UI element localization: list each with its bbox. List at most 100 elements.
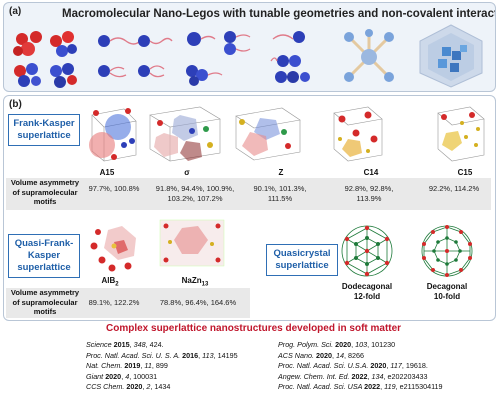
quasi-frank-kasper-label: Quasi-Frank-Kasper superlattice [8,234,80,278]
star-branched-icon [344,29,394,82]
fk-row-label: Volume asymmetry of supramolecular motif… [10,178,80,206]
panel-b: (b) Frank-Kasper superlattice [3,95,496,321]
reference-separator: , [121,371,126,381]
reference-volume: 4 [125,371,130,381]
reference-volume: 113 [202,350,214,360]
decagonal-line1: Decagonal [426,282,468,291]
reference-year: 2022 [351,371,368,381]
phase-z: Z [278,168,284,177]
qfk-values-band [6,288,250,318]
footer-title: Complex superlattice nanostructures deve… [106,323,402,334]
phase-sigma: σ [184,168,190,177]
reference-item: CCS Chem. 2020, 2, 1434 [86,382,170,391]
qfk-row-label: Volume asymmetry of supramolecular motif… [10,288,80,316]
reference-journal: CCS Chem. [86,382,127,391]
phase-nazn13-base: NaZn [181,276,202,285]
phase-alb2-sub: 2 [115,281,119,288]
reference-volume: 348 [133,340,146,349]
panel-b-label: (b) [9,99,22,110]
decagonal-label: Decagonal 10-fold [410,282,484,302]
reference-year: 2020 [335,340,352,349]
decagonal-line2: 10-fold [433,292,461,301]
reference-journal: Prog. Polym. Sci. [278,340,336,349]
value-sigma: 91.8%, 94.4%, 100.9%, 103.2%, 107.2% [155,184,235,203]
reference-year: 2019 [124,361,141,370]
reference-year: 2016 [182,350,199,360]
reference-journal: Giant [86,371,106,381]
sigma-structure-icon [149,106,221,162]
dodecagonal-tiling-icon [341,225,393,277]
fk-values-band [6,178,491,210]
reference-item: Giant 2020, 4, 100031 [86,372,157,381]
reference-year: 2020 [105,371,122,381]
phase-a15: A15 [99,168,115,177]
reference-page: , e2115304119 [395,382,443,391]
reference-item: Angew. Chem. Int. Ed. 2022, 134, e202203… [278,372,427,381]
reference-page: , 101230 [367,340,396,349]
reference-year: 2022 [364,382,381,391]
reference-separator: , [380,382,385,391]
reference-year: 2020 [126,382,143,391]
reference-year: 2015 [113,340,130,349]
value-a15: 97.7%, 100.8% [88,184,140,193]
giant-surfactant-icon [98,35,173,78]
reference-volume: 117 [390,361,402,370]
reference-separator: , [367,371,372,381]
reference-journal: Proc. Natl. Acad. Sci. USA [278,382,365,391]
dodecagonal-line1: Dodecagonal [341,282,393,291]
reference-journal: Nat. Chem. [86,361,125,370]
c14-structure-icon [333,106,383,162]
dumbbell-molecule-icon [270,31,310,83]
phase-nazn13: NaZn13 [172,276,218,288]
value-c14: 92.8%, 92.8%, 113.9% [344,184,394,203]
reference-page: , 100031 [129,371,158,381]
panel-a: (a) Macromolecular Nano-Legos with tunab… [3,2,496,92]
value-alb2: 89.1%, 122.2% [88,298,140,307]
reference-page: , 1434 [150,382,171,391]
phase-c14: C14 [363,168,379,177]
alb2-structure-icon [90,226,136,272]
reference-journal: Proc. Natl. Acad. Sci. U. S. A. [86,350,183,360]
reference-page: , 14195 [213,350,238,360]
cage-cluster-icon [419,24,483,88]
reference-journal: ACS Nano. [278,350,316,360]
phase-nazn13-sub: 13 [201,281,209,288]
panel-a-title: Macromolecular Nano-Legos with tunable g… [62,8,496,20]
c15-structure-icon [437,106,485,162]
reference-separator: , [198,350,203,360]
panel-a-label: (a) [9,6,22,17]
nazn13-structure-icon [159,219,225,267]
reference-year: 2020 [315,350,332,360]
reference-item: Nat. Chem. 2019, 11, 899 [86,361,168,370]
value-z: 90.1%, 101.3%, 111.5% [253,184,307,203]
phase-alb2: AlB2 [90,276,130,288]
reference-volume: 134 [371,371,384,381]
reference-separator: , [331,350,336,360]
reference-journal: Angew. Chem. Int. Ed. [278,371,352,381]
reference-separator: , [351,340,356,349]
reference-volume: 103 [355,340,368,349]
reference-separator: , [129,340,134,349]
phase-c15: C15 [457,168,473,177]
reference-page: , 8266 [343,350,364,360]
reference-volume: 14 [335,350,344,360]
tetrahedral-molecule-icon [13,31,77,88]
reference-page: , 424. [145,340,164,349]
reference-item: Proc. Natl. Acad. Sci. U. S. A. 2016, 11… [86,351,238,360]
reference-item: Prog. Polym. Sci. 2020, 103, 101230 [278,340,395,349]
decagonal-tiling-icon [421,225,473,277]
reference-volume: 11 [144,361,152,370]
reference-page: , 899 [151,361,168,370]
reference-separator: , [140,361,145,370]
reference-separator: , [386,361,391,370]
a15-structure-icon [89,108,137,162]
z-structure-icon [235,107,301,161]
reference-item: ACS Nano. 2020, 14, 8266 [278,351,364,360]
reference-year: 2020 [370,361,387,370]
dendron-cluster-icon [186,31,251,86]
reference-separator: , [142,382,147,391]
value-c15: 92.2%, 114.2% [428,184,480,193]
dodecagonal-line2: 12-fold [353,292,381,301]
frank-kasper-label: Frank-Kasper superlattice [8,114,80,146]
reference-page: , 19618. [401,361,428,370]
